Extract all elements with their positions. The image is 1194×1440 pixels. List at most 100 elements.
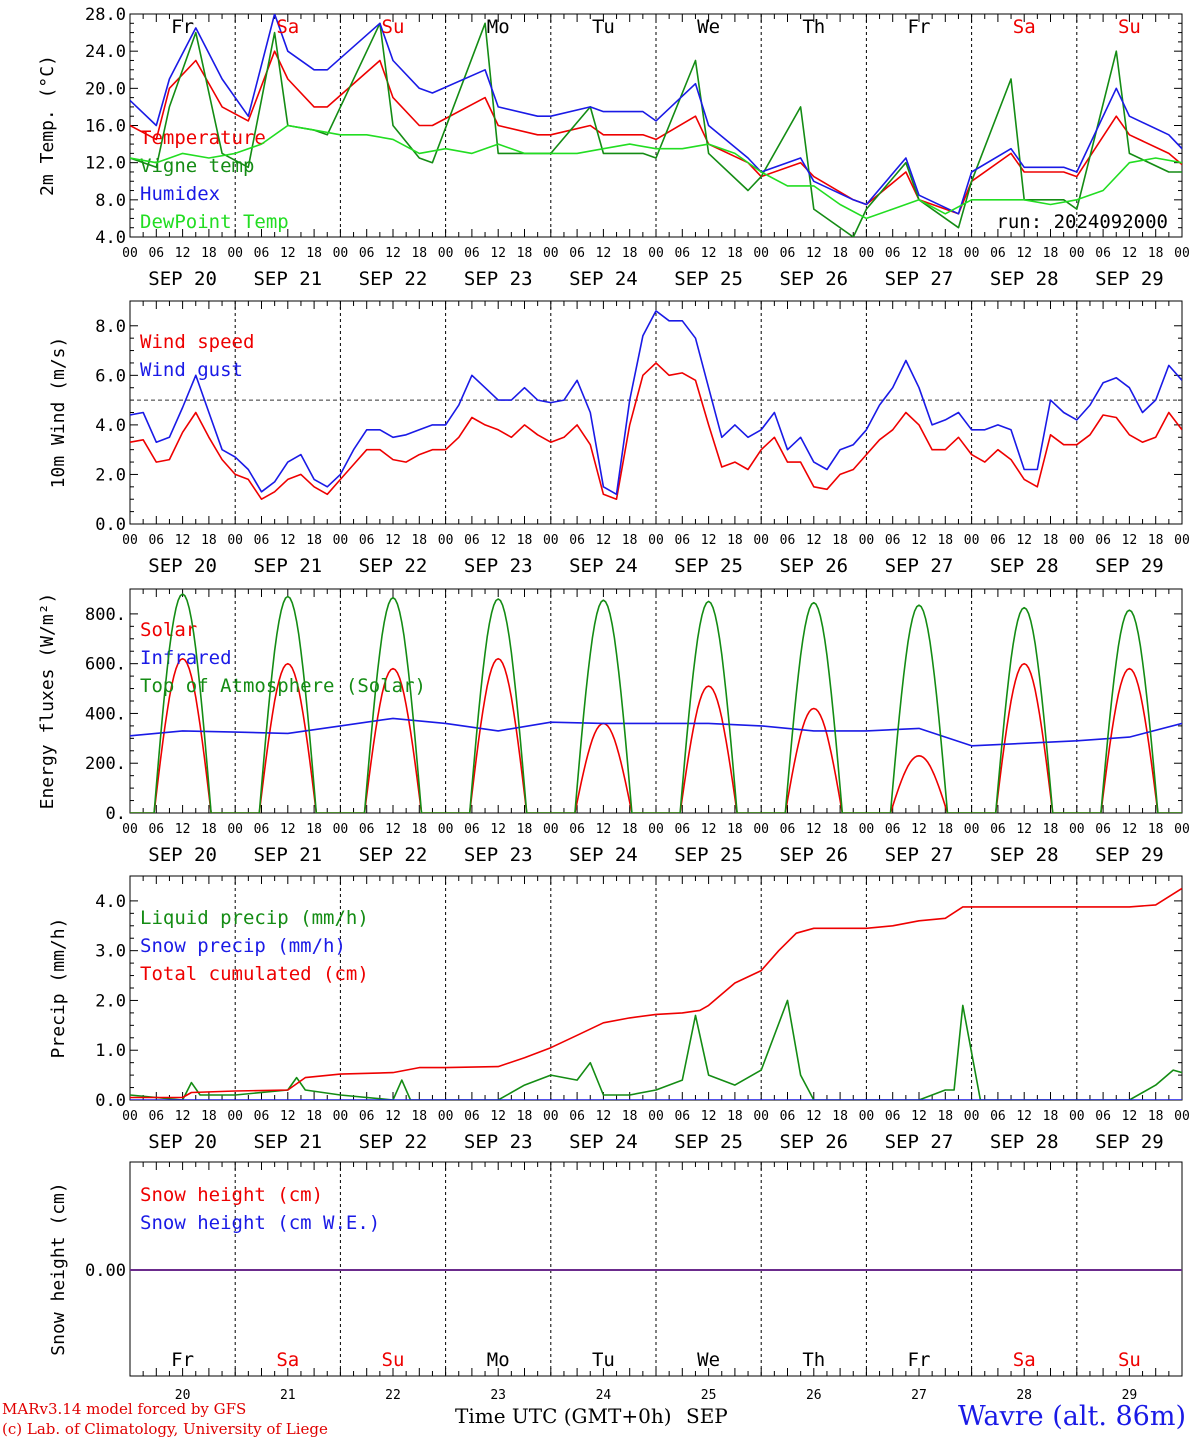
day-name-label: Su	[382, 16, 405, 38]
x-hour-label: 06	[254, 822, 270, 837]
x-hour-label: 06	[1095, 246, 1111, 261]
panel-energy: 0. 200. 400. 600. 800. Energy fluxes (W/m²) 00…	[37, 588, 1190, 866]
x-hour-label: 12	[911, 822, 927, 837]
x-hour-label: 18	[832, 1109, 848, 1124]
x-hour-label: 06	[254, 533, 270, 548]
x-hour-label: 06	[885, 1109, 901, 1124]
x-hour-label: 18	[622, 533, 638, 548]
legend-entry: Snow height (cm W.E.)	[140, 1212, 380, 1234]
x-date-label: SEP 27	[885, 555, 954, 577]
x-date-label: SEP 21	[253, 555, 322, 577]
x-hour-label: 12	[490, 533, 506, 548]
x-hour-label: 18	[411, 246, 427, 261]
x-hour-label: 06	[359, 246, 375, 261]
x-hour-label: 18	[306, 822, 322, 837]
x-date-label: SEP 29	[1095, 268, 1164, 290]
day-name-label: Mo	[487, 1349, 510, 1371]
x-hour-label: 12	[385, 1109, 401, 1124]
series-line-wind-speed	[130, 362, 1182, 500]
x-hour-label: 00	[648, 822, 664, 837]
y-axis-label: 2m Temp. (°C)	[37, 55, 58, 196]
x-hour-label: 00	[859, 1109, 875, 1124]
x-date-label: SEP 20	[148, 844, 217, 866]
day-name-label: Fr	[908, 1349, 931, 1371]
legend-entry: Total cumulated (cm)	[140, 963, 369, 985]
panel-temp: 4.0 8.0 12.0 16.0 20.0 24.0 28.0 2m Temp. (°C) 0…	[37, 5, 1190, 290]
legend-entry: Vigne temp	[140, 155, 254, 177]
x-hour-label: 00	[753, 822, 769, 837]
x-date-label: SEP 25	[674, 555, 743, 577]
y-tick-label: 12.0	[85, 154, 126, 174]
x-hour-label: 18	[411, 533, 427, 548]
legend-entry: DewPoint Temp	[140, 211, 289, 233]
x-hour-label: 18	[1148, 246, 1164, 261]
x-hour-label: 12	[175, 533, 191, 548]
x-hour-label: 00	[753, 1109, 769, 1124]
day-number-label: 29	[1122, 1388, 1138, 1403]
x-date-label: SEP 29	[1095, 844, 1164, 866]
series-line-solar	[130, 657, 1182, 813]
x-hour-label: 18	[411, 822, 427, 837]
y-tick-label: 800.	[85, 605, 126, 625]
x-hour-label: 18	[306, 1109, 322, 1124]
x-hour-label: 18	[727, 533, 743, 548]
x-hour-label: 00	[648, 533, 664, 548]
x-date-label: SEP 21	[253, 268, 322, 290]
x-axis-month-label: SEP	[686, 1404, 728, 1428]
series-line-temperature	[130, 50, 1182, 215]
x-hour-label: 06	[885, 533, 901, 548]
x-hour-label: 00	[1174, 822, 1190, 837]
x-hour-label: 18	[937, 533, 953, 548]
x-hour-label: 18	[1148, 533, 1164, 548]
x-date-label: SEP 20	[148, 1131, 217, 1153]
y-tick-label: 0.0	[95, 515, 126, 535]
y-tick-label: 600.	[85, 655, 126, 675]
legend-entry: Solar	[140, 619, 197, 641]
y-tick-label: 0.	[106, 804, 126, 824]
series-line-vigne-temp	[130, 22, 1182, 237]
day-name-label: Tu	[592, 1349, 615, 1371]
y-tick-label: 28.0	[85, 5, 126, 25]
x-hour-label: 18	[201, 246, 217, 261]
day-name-label: Su	[382, 1349, 405, 1371]
x-hour-label: 06	[359, 533, 375, 548]
legend-entry: Liquid precip (mm/h)	[140, 907, 369, 929]
x-hour-label: 18	[727, 822, 743, 837]
x-hour-label: 00	[333, 533, 349, 548]
y-tick-label: 4.0	[95, 416, 126, 436]
x-hour-label: 06	[464, 822, 480, 837]
panel-precip: 0.0 1.0 2.0 3.0 4.0 Precip (mm/h) 00 06 12 18 00 06…	[48, 875, 1190, 1153]
y-tick-label: 2.0	[95, 991, 126, 1011]
day-name-label: Fr	[171, 16, 194, 38]
day-number-label: 23	[490, 1388, 506, 1403]
x-date-label: SEP 24	[569, 268, 638, 290]
x-hour-label: 12	[911, 533, 927, 548]
x-hour-label: 06	[780, 822, 796, 837]
y-tick-label: 4.0	[95, 228, 126, 248]
x-hour-label: 06	[885, 246, 901, 261]
x-date-label: SEP 28	[990, 555, 1059, 577]
day-number-label: 24	[596, 1388, 612, 1403]
x-date-label: SEP 29	[1095, 1131, 1164, 1153]
day-number-label: 21	[280, 1388, 296, 1403]
x-hour-label: 00	[859, 533, 875, 548]
x-hour-label: 18	[306, 533, 322, 548]
y-tick-label: 200.	[85, 754, 126, 774]
x-hour-label: 12	[701, 246, 717, 261]
y-tick-label: 2.0	[95, 465, 126, 485]
y-tick-label: 3.0	[95, 942, 126, 962]
series-line-infrared	[130, 717, 1182, 747]
x-date-label: SEP 24	[569, 1131, 638, 1153]
x-hour-label: 12	[911, 1109, 927, 1124]
x-hour-label: 00	[438, 822, 454, 837]
series-line-humidex	[130, 14, 1182, 215]
x-hour-label: 18	[517, 533, 533, 548]
x-hour-label: 12	[806, 822, 822, 837]
x-hour-label: 06	[464, 246, 480, 261]
legend-entry: Wind speed	[140, 331, 254, 353]
x-hour-label: 06	[359, 1109, 375, 1124]
x-hour-label: 12	[490, 822, 506, 837]
x-hour-label: 06	[674, 533, 690, 548]
x-date-label: SEP 26	[779, 1131, 848, 1153]
x-hour-label: 12	[1122, 1109, 1138, 1124]
